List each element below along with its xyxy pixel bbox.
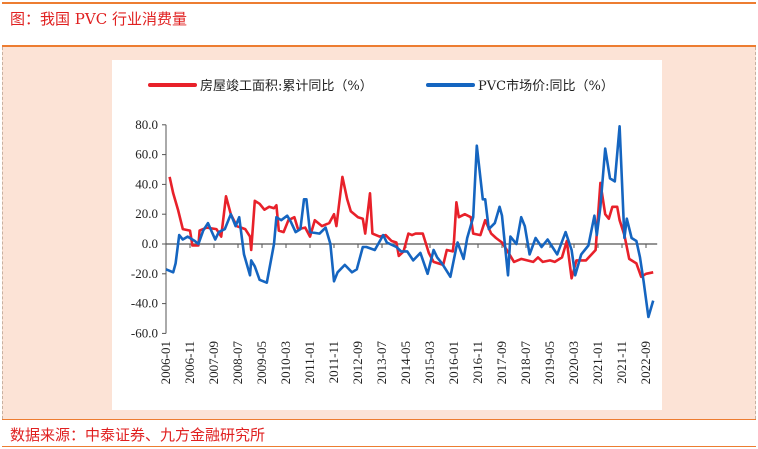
footer-divider	[2, 419, 756, 420]
y-tick-label: 0.0	[142, 236, 158, 251]
x-tick-label: 2020-03	[566, 341, 581, 384]
x-tick-label: 2008-07	[230, 341, 245, 385]
y-tick-label: -40.0	[131, 296, 158, 311]
x-tick-label: 2018-07	[518, 341, 533, 385]
x-tick-label: 2019-05	[542, 341, 557, 384]
x-tick-label: 2007-09	[206, 341, 221, 384]
series-line-pvc-price	[165, 125, 655, 319]
x-tick-label: 2016-01	[446, 341, 461, 384]
x-tick-label: 2011-11	[326, 341, 341, 383]
figure-title: 图：我国 PVC 行业消费量	[10, 10, 187, 28]
title-divider	[2, 45, 756, 47]
source-note: 数据来源：中泰证券、九方金融研究所	[10, 426, 266, 444]
bottom-border	[2, 446, 756, 447]
x-tick-label: 2006-11	[182, 341, 197, 384]
y-tick-label: 80.0	[135, 117, 158, 132]
x-tick-label: 2021-01	[590, 341, 605, 384]
y-tick-label: 40.0	[135, 176, 158, 191]
x-tick-label: 2022-09	[638, 341, 653, 384]
legend-label: PVC市场价:同比（%）	[478, 78, 614, 94]
x-tick-label: 2014-05	[398, 341, 413, 384]
y-tick-label: 20.0	[135, 206, 158, 221]
x-tick-label: 2006-01	[158, 341, 173, 384]
top-border	[2, 2, 756, 4]
x-tick-label: 2012-09	[350, 341, 365, 384]
x-tick-label: 2009-05	[254, 341, 269, 384]
x-tick-label: 2011-01	[302, 341, 317, 384]
x-tick-label: 2021-11	[614, 341, 629, 384]
x-tick-label: 2013-07	[374, 341, 389, 385]
y-tick-label: 60.0	[135, 147, 158, 162]
x-tick-label: 2015-03	[422, 341, 437, 384]
x-tick-label: 2017-09	[494, 341, 509, 384]
x-tick-label: 2016-11	[470, 341, 485, 384]
y-tick-label: -20.0	[131, 266, 158, 281]
legend-label: 房屋竣工面积:累计同比（%）	[200, 78, 373, 94]
x-tick-label: 2010-03	[278, 341, 293, 384]
y-tick-label: -60.0	[131, 325, 158, 340]
series-line-housing-completion	[168, 175, 654, 280]
